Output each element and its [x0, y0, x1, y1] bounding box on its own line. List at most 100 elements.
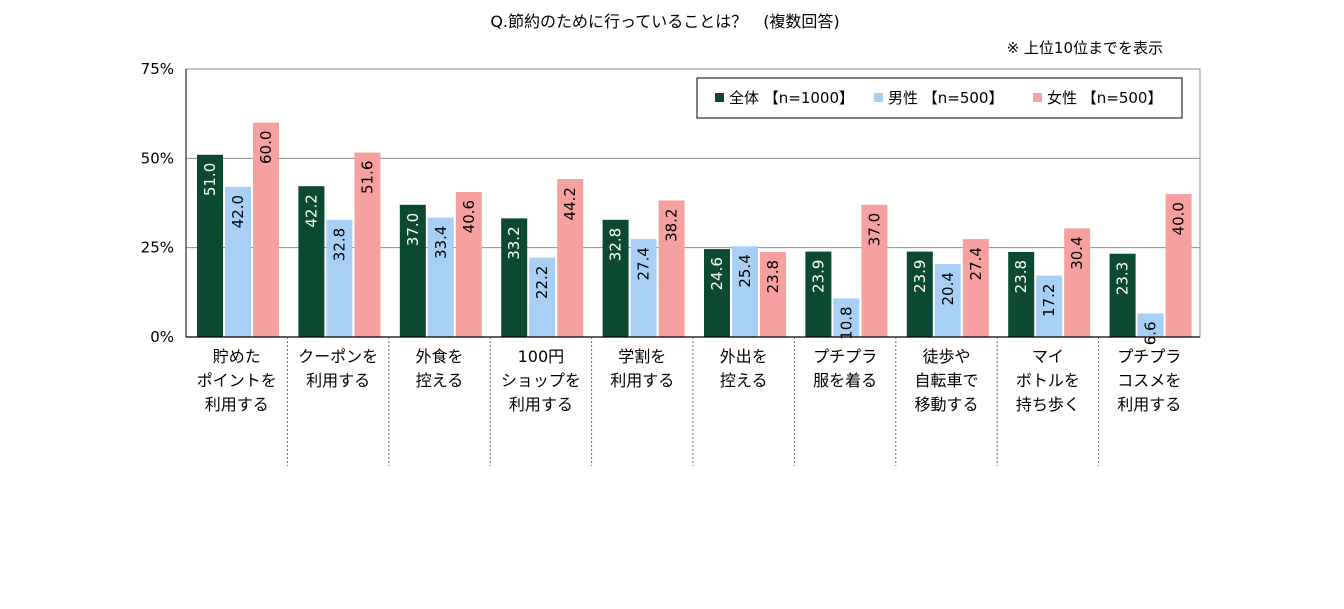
bar-series-3 — [760, 251, 786, 337]
chart-note: ※ 上位10位までを表示 — [1007, 39, 1163, 57]
category-label: 利用する — [205, 395, 269, 414]
legend-swatch — [874, 93, 883, 102]
legend-box — [696, 77, 1183, 119]
bar-value-label: 51.6 — [358, 161, 376, 194]
category-label: 持ち歩く — [1016, 395, 1080, 414]
bar-value-label: 42.0 — [229, 195, 247, 228]
bar-series-1 — [906, 251, 933, 337]
category-label: 利用する — [306, 371, 370, 390]
bar-series-1 — [805, 251, 832, 337]
bar-value-label: 23.9 — [911, 260, 929, 293]
category-label: 100円 — [518, 347, 565, 366]
chart-title: Q.節約のために行っていることは？ (複数回答) — [490, 12, 839, 31]
category-label: クーポンを — [298, 347, 378, 366]
bar-value-label: 27.4 — [967, 247, 985, 280]
bar-value-label: 17.2 — [1040, 284, 1058, 317]
bar-series-2 — [1137, 313, 1164, 337]
y-tick-label: 25% — [141, 239, 174, 257]
category-label: ポイントを — [197, 371, 277, 390]
bar-value-label: 22.2 — [533, 266, 551, 299]
bar-value-label: 20.4 — [939, 272, 957, 305]
y-tick-label: 0% — [150, 328, 174, 346]
legend-label: 全体 【n=1000】 — [729, 89, 854, 107]
category-label: 外食を — [415, 347, 463, 366]
bar-value-label: 23.9 — [809, 260, 827, 293]
bar-value-label: 40.6 — [460, 200, 478, 233]
bar-value-label: 40.0 — [1170, 202, 1188, 235]
bar-value-label: 33.2 — [505, 226, 523, 259]
category-label: 外出を — [720, 347, 768, 366]
bar-series-3 — [861, 204, 888, 337]
bar-value-label: 32.8 — [330, 228, 348, 261]
bar-value-label: 23.8 — [1012, 260, 1030, 293]
bar-series-2 — [934, 264, 961, 337]
bar-value-label: 33.4 — [432, 226, 450, 259]
category-label: 服を着る — [813, 371, 877, 390]
bar-value-label: 32.8 — [607, 228, 625, 261]
bar-value-label: 38.2 — [663, 208, 681, 241]
y-tick-label: 50% — [141, 149, 174, 167]
x-axis-categories: 貯めたポイントを利用するクーポンを利用する外食を控える100円ショップを利用する… — [197, 337, 1181, 466]
bar-series-1 — [197, 154, 223, 337]
bar-series-3 — [557, 179, 584, 337]
bar-series-2 — [326, 219, 353, 337]
category-label: マイ — [1032, 347, 1064, 366]
bar-value-label: 37.0 — [404, 213, 422, 246]
legend-swatch — [715, 93, 724, 102]
category-label: プチプラ — [1117, 347, 1181, 366]
bar-series-3 — [658, 200, 685, 337]
bar-series-1 — [298, 186, 325, 337]
bar-series-2 — [732, 246, 758, 337]
bar-series-1 — [501, 218, 528, 337]
bar-value-label: 51.0 — [201, 163, 219, 196]
legend-label: 男性 【n=500】 — [888, 89, 1003, 107]
category-label: 自転車で — [914, 371, 978, 390]
bar-value-label: 30.4 — [1068, 236, 1086, 269]
category-label: 利用する — [509, 395, 573, 414]
bar-series-2 — [427, 217, 454, 337]
bar-series-1 — [704, 249, 730, 337]
category-label: 控える — [720, 371, 768, 390]
bar-series-3 — [962, 239, 989, 337]
bar-series-3 — [1165, 194, 1192, 337]
legend: 全体 【n=1000】 男性 【n=500】 女性 【n=500】 — [696, 77, 1183, 119]
bar-value-label: 24.6 — [708, 257, 726, 290]
category-label: 利用する — [1117, 395, 1181, 414]
legend-swatch — [1033, 93, 1042, 102]
y-axis-ticks: 0% 25% 50% 75% — [141, 60, 174, 346]
bar-series-2 — [1036, 275, 1063, 337]
bar-series-3 — [455, 191, 482, 337]
category-label: コスメを — [1117, 371, 1181, 390]
bar-value-label: 27.4 — [635, 247, 653, 280]
bar-series-1 — [602, 219, 629, 337]
category-label: ボトルを — [1016, 371, 1080, 390]
category-label: 徒歩や — [922, 347, 970, 366]
legend-label: 女性 【n=500】 — [1047, 89, 1162, 107]
bar-value-label: 23.8 — [764, 260, 782, 293]
category-label: 控える — [416, 371, 464, 390]
bar-value-label: 10.8 — [837, 306, 855, 339]
bar-value-label: 42.2 — [302, 194, 320, 227]
bar-value-label: 6.6 — [1142, 321, 1160, 345]
bar-series-3 — [1064, 228, 1091, 337]
category-label: 学割を — [618, 347, 666, 366]
category-label: 移動する — [914, 395, 978, 414]
bar-series-1 — [1109, 253, 1136, 337]
bar-value-label: 44.2 — [561, 187, 579, 220]
bar-value-label: 25.4 — [736, 254, 754, 287]
bars — [197, 122, 1192, 337]
bar-value-label: 60.0 — [257, 131, 275, 164]
bar-series-1 — [399, 204, 426, 337]
bar-series-1 — [1008, 251, 1035, 337]
bar-series-2 — [630, 239, 657, 337]
category-label: 利用する — [610, 371, 674, 390]
bar-series-2 — [833, 298, 860, 337]
bar-series-3 — [354, 152, 381, 337]
value-labels: 51.0 42.2 37.0 33.2 32.8 24.6 23.9 23.9 23.8 23.3… — [201, 131, 1188, 346]
bar-series-3 — [253, 122, 279, 337]
bar-value-label: 23.3 — [1114, 262, 1132, 295]
y-tick-label: 75% — [141, 60, 174, 78]
bar-value-label: 37.0 — [865, 213, 883, 246]
bar-series-2 — [225, 186, 251, 337]
